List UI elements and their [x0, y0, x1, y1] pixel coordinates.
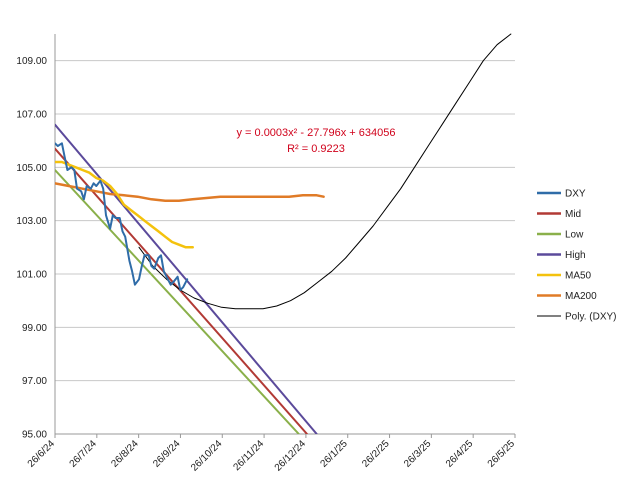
series-line-poly-dxy: [138, 33, 512, 310]
legend-label-mid: Mid: [565, 209, 581, 220]
x-tick-label: 26/11/24: [231, 438, 266, 473]
x-tick-label: 26/1/25: [318, 438, 350, 470]
trendline-r2-text: R² = 0.9223: [287, 143, 345, 155]
legend: DXY Mid Low High MA50 MA200 Poly. (DXY): [537, 189, 617, 323]
x-tick-label: 26/7/24: [68, 438, 100, 470]
legend-label-ma50: MA50: [565, 271, 592, 282]
series-line-ma200: [55, 182, 325, 202]
gridlines: [55, 60, 515, 435]
plot-area: [55, 33, 512, 434]
y-tick-label: 97.00: [22, 376, 47, 387]
y-tick-label: 107.00: [16, 110, 47, 121]
x-tick-label: 26/5/25: [486, 438, 518, 470]
legend-label-dxy: DXY: [565, 189, 586, 200]
axes: [54, 34, 516, 438]
legend-label-low: Low: [565, 230, 584, 241]
series-line-high: [55, 123, 318, 434]
legend-label-ma200: MA200: [565, 291, 597, 302]
x-tick-label: 26/2/25: [360, 438, 392, 470]
y-tick-label: 109.00: [16, 56, 47, 67]
y-tick-label: 99.00: [22, 323, 47, 334]
legend-label-poly-dxy: Poly. (DXY): [565, 312, 617, 323]
series-line-mid: [55, 147, 308, 434]
legend-label-high: High: [565, 250, 586, 261]
trendline-equation-text: y = 0.0003x² - 27.796x + 634056: [236, 127, 395, 139]
series-line-dxy: [55, 142, 189, 291]
x-tick-label: 26/12/24: [273, 438, 309, 474]
x-tick-label: 26/9/24: [151, 438, 183, 470]
y-tick-label: 105.00: [16, 163, 47, 174]
x-tick-label: 26/10/24: [189, 438, 225, 474]
series-line-ma50: [55, 160, 194, 249]
y-tick-label: 95.00: [22, 430, 47, 441]
y-axis-tick-labels: 95.00 97.00 99.00 101.00 103.00 105.00 107.00 1…: [16, 56, 47, 440]
series-line-low: [55, 169, 300, 434]
x-tick-label: 26/8/24: [109, 438, 141, 470]
y-tick-label: 103.00: [16, 216, 47, 227]
x-axis-tick-labels: 26/6/24 26/7/24 26/8/24 26/9/24 26/10/24 26/1…: [26, 438, 518, 474]
x-tick-label: 26/4/25: [444, 438, 476, 470]
trendline-equation: y = 0.0003x² - 27.796x + 634056 R² = 0.9…: [236, 127, 395, 155]
x-tick-label: 26/3/25: [402, 438, 434, 470]
x-tick-label: 26/6/24: [26, 438, 58, 470]
y-tick-label: 101.00: [16, 270, 47, 281]
